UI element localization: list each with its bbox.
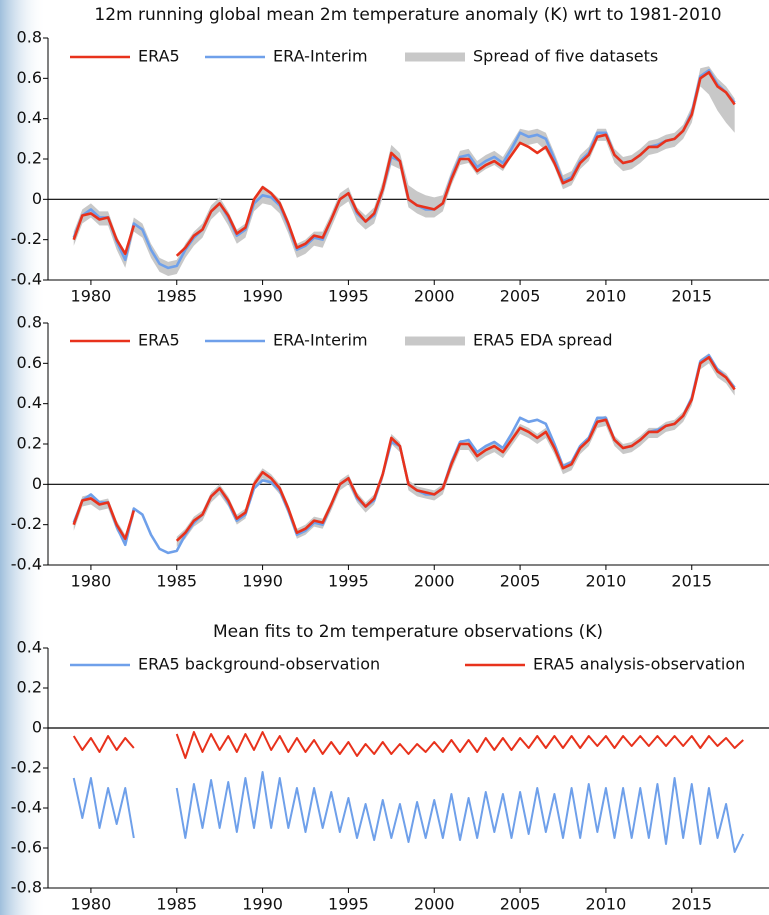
legend-label: ERA5 (138, 331, 180, 350)
x-tick-label: 2015 (671, 895, 712, 914)
x-tick-label: 2010 (586, 287, 627, 306)
legend-label: ERA5 (138, 47, 180, 66)
legend-label: Spread of five datasets (473, 47, 658, 66)
legend-label: ERA-Interim (273, 331, 368, 350)
y-tick-label: 0.8 (17, 313, 42, 332)
y-tick-label: 0 (32, 474, 42, 493)
x-tick-label: 2000 (414, 572, 455, 591)
series-line (72, 771, 745, 853)
y-tick-label: 0.6 (17, 68, 42, 87)
x-tick-label: 1980 (71, 572, 112, 591)
legend-label: ERA5 background-observation (138, 655, 380, 674)
chart-title: Mean fits to 2m temperature observations… (213, 622, 603, 642)
y-tick-label: 0.2 (17, 678, 42, 697)
x-tick-label: 2015 (671, 287, 712, 306)
y-tick-label: 0.2 (17, 434, 42, 453)
legend-label: ERA5 analysis-observation (533, 655, 745, 674)
y-tick-label: -0.2 (11, 514, 42, 533)
y-tick-label: 0 (32, 189, 42, 208)
x-tick-label: 1990 (242, 895, 283, 914)
y-tick-label: -0.2 (11, 229, 42, 248)
series-line (72, 353, 736, 555)
x-tick-label: 2005 (500, 572, 541, 591)
y-tick-label: 0.2 (17, 149, 42, 168)
legend-label: ERA-Interim (273, 47, 368, 66)
y-tick-label: -0.8 (11, 878, 42, 897)
chart-title: 12m running global mean 2m temperature a… (94, 5, 721, 25)
y-tick-label: 0.8 (17, 28, 42, 47)
y-tick-label: 0.6 (17, 353, 42, 372)
x-tick-label: 2010 (586, 572, 627, 591)
x-tick-label: 2000 (414, 287, 455, 306)
x-tick-label: 1995 (328, 572, 369, 591)
y-tick-label: -0.2 (11, 758, 42, 777)
series-line (72, 70, 736, 257)
x-tick-label: 2015 (671, 572, 712, 591)
x-tick-label: 1990 (242, 572, 283, 591)
x-tick-label: 1980 (71, 895, 112, 914)
y-tick-label: -0.4 (11, 555, 42, 574)
x-tick-label: 1980 (71, 287, 112, 306)
x-tick-label: 1990 (242, 287, 283, 306)
x-tick-label: 1985 (156, 895, 197, 914)
spread-band (73, 66, 735, 276)
y-tick-label: 0.4 (17, 108, 42, 127)
y-tick-label: -0.4 (11, 270, 42, 289)
x-tick-label: 1995 (328, 287, 369, 306)
x-tick-label: 2005 (500, 287, 541, 306)
x-tick-label: 1985 (156, 287, 197, 306)
y-tick-label: 0.4 (17, 638, 42, 657)
y-tick-label: -0.6 (11, 838, 42, 857)
x-tick-label: 1995 (328, 895, 369, 914)
spread-band (73, 353, 735, 547)
y-tick-label: 0.4 (17, 393, 42, 412)
series-line (72, 731, 744, 759)
legend-label: ERA5 EDA spread (473, 331, 613, 350)
y-tick-label: -0.4 (11, 798, 42, 817)
series-line (72, 68, 736, 270)
x-tick-label: 2005 (500, 895, 541, 914)
x-tick-label: 2000 (414, 895, 455, 914)
series-line (72, 355, 736, 542)
y-tick-label: 0 (32, 718, 42, 737)
background-strip (0, 0, 46, 915)
x-tick-label: 2010 (586, 895, 627, 914)
x-tick-label: 1985 (156, 572, 197, 591)
